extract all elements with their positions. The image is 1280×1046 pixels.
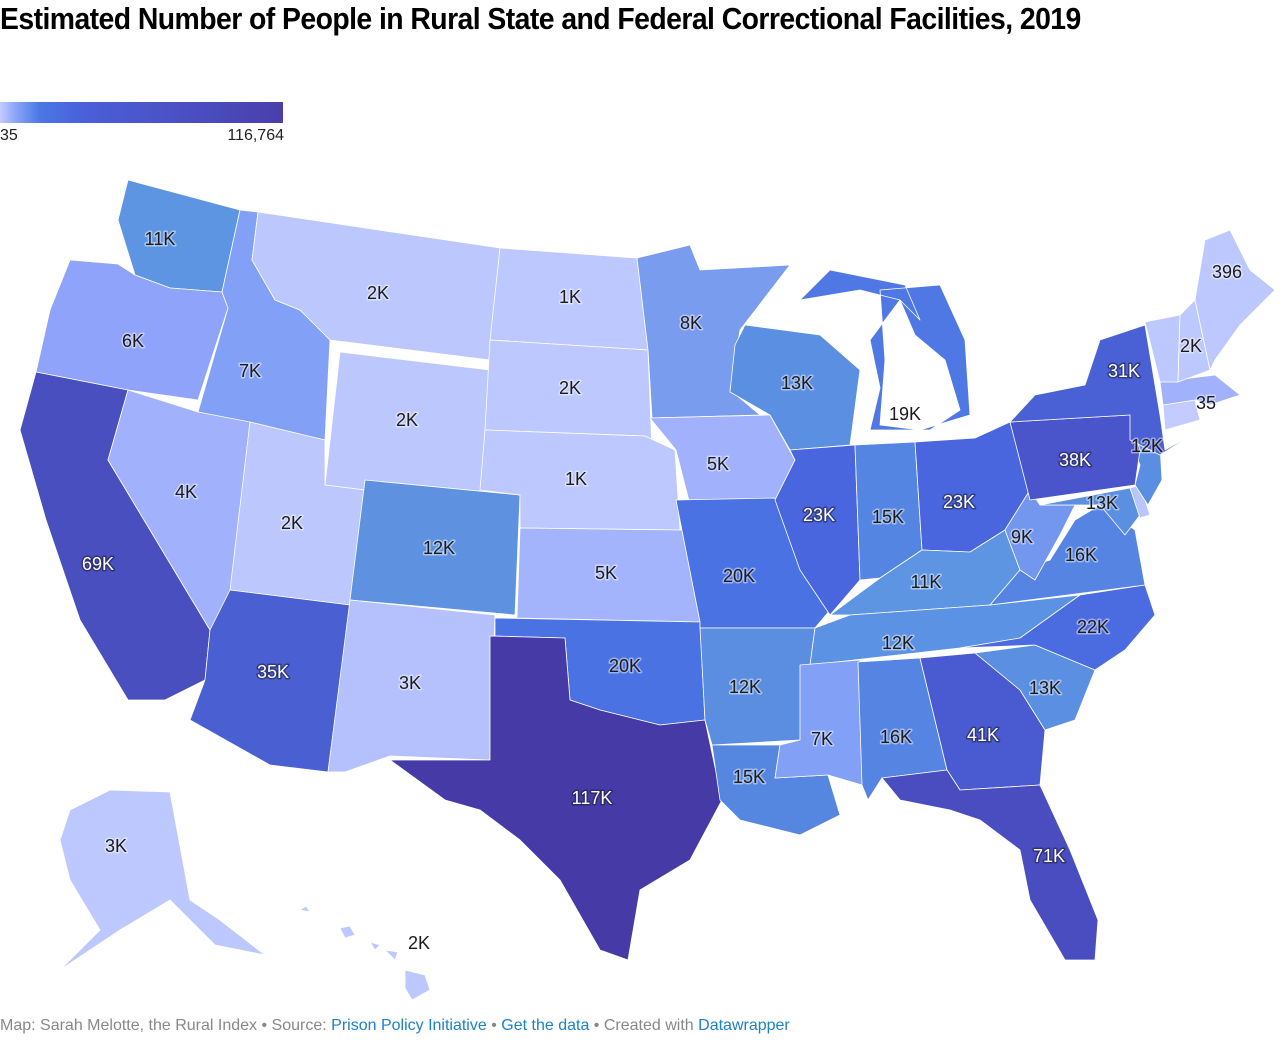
state-value-label-MI: 19K [889, 404, 921, 424]
state-value-label-KY: 11K [911, 572, 942, 592]
state-value-label-KS: 5K [595, 563, 617, 583]
state-value-label-WI: 13K [781, 373, 813, 393]
state-value-label-ME: 396 [1212, 262, 1242, 282]
us-choropleth-map: 11K 6K 69K 7K 4K 2K 2K 2K 35K 12K 3K 1K 2K 1K 5K 20K 117… [0, 160, 1280, 1001]
state-value-label-PA: 38K [1059, 450, 1091, 470]
source-link[interactable]: Prison Policy Initiative [331, 1017, 487, 1034]
state-value-label-MT: 2K [367, 283, 389, 303]
legend-min-label: 35 [0, 127, 18, 144]
state-value-label-CT: 35 [1196, 393, 1216, 413]
state-value-label-NYC: 12K [1131, 436, 1163, 456]
state-value-label-AL: 16K [880, 727, 912, 747]
state-value-label-LA: 15K [733, 767, 765, 787]
state-value-label-TX: 117K [572, 788, 613, 808]
state-value-label-OH: 23K [943, 492, 975, 512]
state-NY[interactable] [1009, 324, 1201, 456]
state-value-label-TN: 12K [882, 633, 914, 653]
state-NM[interactable] [327, 599, 496, 773]
state-value-label-WY: 2K [396, 410, 418, 430]
state-AR[interactable] [699, 627, 816, 746]
state-value-label-OK: 20K [609, 656, 641, 676]
state-value-label-NH: 2K [1180, 336, 1202, 356]
state-value-label-CO: 12K [423, 538, 455, 558]
separator: • [593, 1017, 600, 1034]
state-value-label-IA: 5K [707, 454, 729, 474]
source-label: Source: [271, 1017, 327, 1034]
state-ME[interactable] [1194, 229, 1276, 371]
state-TX[interactable] [389, 635, 723, 961]
state-value-label-SC: 13K [1029, 678, 1061, 698]
state-value-label-ND: 1K [559, 287, 581, 307]
state-value-label-MO: 20K [723, 566, 755, 586]
separator: • [261, 1017, 268, 1034]
state-value-label-AZ: 35K [257, 662, 289, 682]
state-CO[interactable] [349, 479, 521, 616]
separator: • [491, 1017, 497, 1034]
color-legend: 35 116,764 [0, 102, 284, 145]
state-MI[interactable] [799, 269, 971, 431]
state-value-label-VA: 16K [1065, 545, 1097, 565]
footer-credits: Map: Sarah Melotte, the Rural Index • So… [0, 1017, 790, 1035]
state-value-label-NV: 4K [175, 482, 197, 502]
state-value-label-MD: 13K [1086, 493, 1118, 513]
state-value-label-UT: 2K [281, 513, 303, 533]
state-value-label-WV: 9K [1011, 527, 1033, 547]
credit-text: Map: Sarah Melotte, the Rural Index [0, 1017, 258, 1034]
state-FL[interactable] [881, 769, 1099, 961]
state-value-label-NY: 31K [1108, 361, 1140, 381]
state-value-label-HI: 2K [408, 933, 430, 953]
state-HI[interactable] [299, 905, 431, 1001]
state-value-label-NM: 3K [399, 673, 421, 693]
state-value-label-IL: 23K [803, 505, 835, 525]
state-value-label-MN: 8K [680, 313, 702, 333]
state-value-label-FL: 71K [1033, 846, 1065, 866]
state-MA[interactable] [1159, 374, 1241, 406]
state-value-label-NE: 1K [565, 469, 587, 489]
state-value-label-OR: 6K [122, 331, 144, 351]
state-value-label-GA: 41K [967, 725, 999, 745]
legend-gradient-bar [0, 102, 283, 123]
chart-title: Estimated Number of People in Rural Stat… [0, 2, 1081, 36]
state-value-label-NC: 22K [1077, 617, 1109, 637]
state-value-label-SD: 2K [559, 378, 581, 398]
state-value-label-IN: 15K [872, 507, 904, 527]
state-value-label-AK: 3K [105, 836, 127, 856]
state-value-label-AR: 12K [729, 677, 761, 697]
datawrapper-link[interactable]: Datawrapper [698, 1017, 790, 1034]
state-NC[interactable] [959, 584, 1156, 671]
state-value-label-ID: 7K [239, 361, 261, 381]
state-value-label-WA: 11K [145, 229, 176, 249]
legend-max-label: 116,764 [227, 127, 284, 144]
created-with-label: Created with [603, 1017, 694, 1034]
get-data-link[interactable]: Get the data [501, 1017, 590, 1034]
state-value-label-CA: 69K [82, 554, 114, 574]
state-value-label-MS: 7K [811, 729, 833, 749]
state-AK[interactable] [59, 789, 266, 971]
